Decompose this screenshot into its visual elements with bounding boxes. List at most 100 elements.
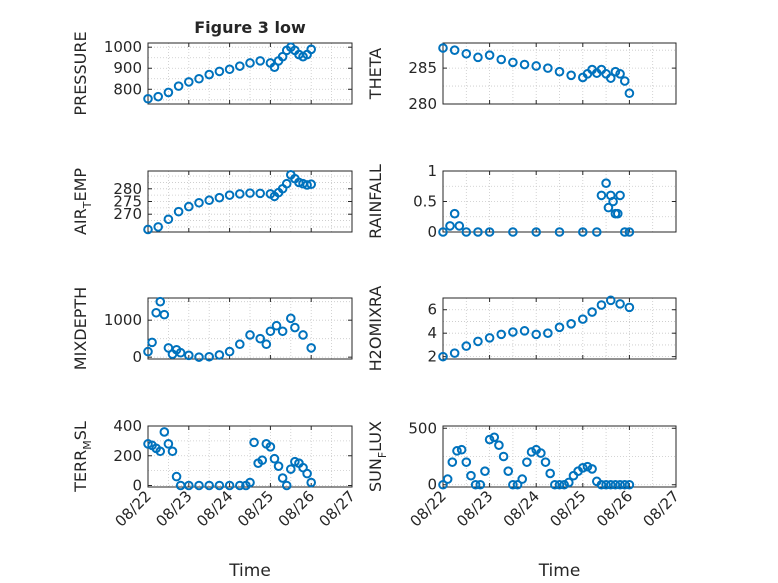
x-tick-label: 08/25: [234, 487, 277, 530]
y-tick-label: 4: [427, 324, 437, 342]
data-point: [194, 73, 204, 84]
data-point: [531, 61, 542, 71]
subplot-7: 0200400TERRMSL08/2208/2308/2408/2508/260…: [71, 417, 359, 581]
y-tick-label: 400: [113, 417, 142, 435]
x-tick-label: 08/27: [316, 487, 359, 530]
y-tick-label: 6: [427, 301, 437, 319]
subplot-1: 800 900 1000 PRESSURE Figure 3 low: [71, 18, 353, 116]
data-point: [175, 347, 186, 358]
data-point: [554, 66, 565, 77]
y-tick-label: 0: [427, 476, 437, 494]
data-point: [261, 339, 272, 350]
data-point: [235, 61, 245, 71]
data-point: [550, 479, 560, 490]
data-point: [265, 326, 276, 337]
data-point: [508, 57, 518, 68]
data-point: [610, 479, 621, 490]
data-point: [224, 346, 235, 357]
data-point: [531, 329, 542, 340]
data-point: [619, 227, 630, 237]
data-point: [603, 202, 614, 213]
data-point: [184, 350, 194, 361]
data-point: [306, 179, 317, 190]
data-point: [461, 457, 472, 467]
data-point: [605, 479, 616, 490]
data-point: [255, 333, 266, 344]
data-point: [286, 313, 296, 324]
data-point: [624, 227, 635, 237]
data-point: [519, 326, 530, 336]
data-point: [153, 222, 163, 232]
data-point: [306, 343, 317, 353]
x-tick-label: 08/23: [152, 487, 195, 530]
data-point: [438, 351, 448, 362]
axes-box: [442, 425, 677, 488]
y-tick-label: 0.5: [413, 193, 437, 211]
subplot-4: 0 0.5 1 RAINFALL: [366, 162, 677, 241]
data-point: [224, 190, 235, 200]
data-point: [281, 178, 292, 189]
y-axis-label: SUNFLUX: [366, 421, 389, 492]
data-point: [151, 307, 161, 318]
data-point: [494, 440, 504, 451]
y-tick-label: 1: [427, 162, 437, 180]
data-point: [159, 427, 170, 437]
data-point: [503, 466, 514, 476]
data-point: [470, 479, 481, 490]
data-point: [235, 339, 245, 350]
x-axis-label: Time: [228, 561, 271, 581]
data-point: [531, 227, 542, 237]
data-point: [445, 221, 455, 231]
data-point: [204, 69, 214, 80]
data-point: [449, 208, 460, 219]
data-point: [582, 461, 593, 472]
y-tick-label: 280: [113, 180, 142, 198]
data-point: [302, 180, 312, 190]
y-tick-label: 900: [113, 59, 142, 77]
x-tick-label: 08/25: [546, 487, 589, 530]
y-tick-label: 0: [427, 223, 437, 241]
data-point: [249, 437, 259, 448]
y-tick-label: 500: [408, 419, 437, 437]
data-point: [496, 329, 507, 340]
data-point: [587, 307, 597, 317]
data-point: [204, 195, 214, 206]
data-point: [605, 73, 616, 83]
data-point: [601, 178, 611, 188]
y-axis-label: THETA: [366, 48, 385, 100]
data-point: [615, 190, 625, 201]
data-point: [489, 432, 500, 443]
data-point: [473, 227, 483, 237]
data-point: [438, 43, 448, 53]
data-point: [143, 93, 153, 104]
data-point: [155, 296, 166, 307]
subplot-5: 0 1000 MIXDEPTH: [71, 287, 353, 370]
data-point: [298, 330, 308, 340]
data-point: [452, 446, 462, 456]
y-tick-label: 800: [113, 80, 142, 98]
data-point: [568, 470, 579, 481]
data-point: [143, 346, 153, 357]
data-point: [257, 455, 268, 466]
data-point: [545, 468, 555, 479]
data-point: [273, 461, 284, 471]
data-point: [265, 442, 276, 452]
data-point: [619, 76, 630, 86]
data-point: [245, 58, 255, 68]
x-tick-label: 08/26: [593, 487, 636, 530]
x-tick-label: 08/27: [640, 487, 683, 530]
y-tick-label: 275: [113, 193, 142, 211]
data-point: [559, 479, 569, 490]
y-axis-label: RAINFALL: [366, 164, 385, 239]
data-point: [566, 319, 576, 329]
data-point: [624, 479, 635, 490]
data-point: [269, 453, 280, 464]
data-point: [286, 464, 296, 474]
data-point: [522, 457, 532, 467]
data-point: [498, 451, 509, 462]
data-point: [306, 477, 317, 488]
data-point: [484, 333, 495, 343]
data-point: [306, 44, 317, 55]
data-point: [163, 87, 174, 98]
